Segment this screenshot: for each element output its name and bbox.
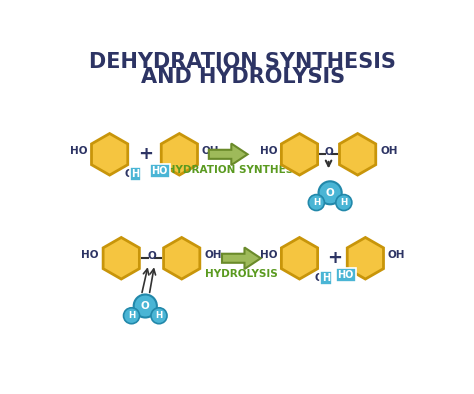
Text: O: O <box>147 251 156 261</box>
Circle shape <box>124 308 139 324</box>
Text: H: H <box>131 169 139 179</box>
Polygon shape <box>222 247 261 269</box>
Text: OH: OH <box>204 250 222 260</box>
Text: HO: HO <box>152 166 168 176</box>
Circle shape <box>309 195 324 210</box>
Text: O: O <box>124 169 133 178</box>
Text: HO: HO <box>260 146 277 156</box>
Text: +: + <box>327 249 342 267</box>
Text: HYDROLYSIS: HYDROLYSIS <box>205 269 278 279</box>
Polygon shape <box>282 134 318 175</box>
Circle shape <box>336 195 352 210</box>
Circle shape <box>134 294 157 318</box>
Text: HO: HO <box>337 270 354 280</box>
Text: O: O <box>314 273 323 282</box>
Polygon shape <box>161 134 198 175</box>
Text: H: H <box>313 198 320 207</box>
Polygon shape <box>103 238 139 279</box>
Circle shape <box>319 181 342 204</box>
Text: +: + <box>138 145 154 163</box>
Polygon shape <box>282 238 318 279</box>
Polygon shape <box>339 134 376 175</box>
Text: OH: OH <box>380 146 398 156</box>
Text: H: H <box>155 311 163 320</box>
Text: HO: HO <box>260 250 277 260</box>
Text: HO: HO <box>70 146 87 156</box>
Polygon shape <box>164 238 200 279</box>
Text: H: H <box>340 198 347 207</box>
Text: DEHYDRATION SYNTHESIS: DEHYDRATION SYNTHESIS <box>151 165 305 175</box>
Text: O: O <box>326 188 335 198</box>
Text: H: H <box>322 273 330 283</box>
Text: OH: OH <box>388 250 405 260</box>
Text: O: O <box>141 301 150 311</box>
Text: H: H <box>128 311 135 320</box>
Text: HO: HO <box>81 250 99 260</box>
Text: OH: OH <box>202 146 219 156</box>
Text: AND HYDROLYSIS: AND HYDROLYSIS <box>141 67 345 87</box>
Circle shape <box>151 308 167 324</box>
Polygon shape <box>347 238 383 279</box>
Text: DEHYDRATION SYNTHESIS: DEHYDRATION SYNTHESIS <box>90 52 396 72</box>
Polygon shape <box>209 143 247 165</box>
Polygon shape <box>91 134 128 175</box>
Text: O: O <box>324 147 333 157</box>
